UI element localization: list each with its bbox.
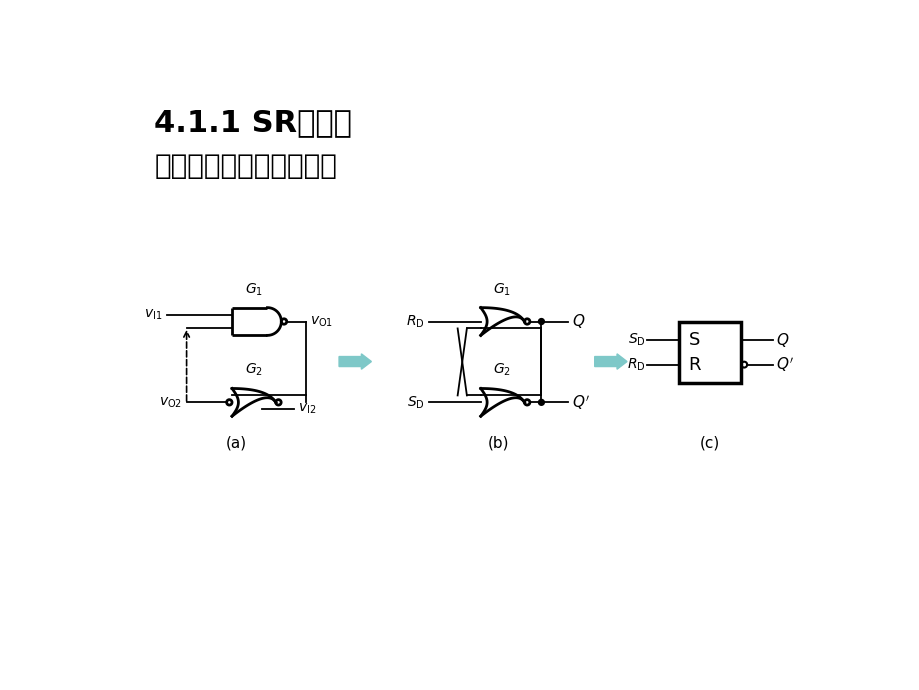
Bar	[678, 322, 740, 383]
Text: R: R	[688, 355, 700, 373]
Text: $v_{\rm O1}$: $v_{\rm O1}$	[310, 315, 333, 328]
Text: (a): (a)	[226, 435, 247, 451]
Text: 4.1.1 SR锁存器: 4.1.1 SR锁存器	[154, 108, 352, 137]
Text: 一、电路结构与工作原理: 一、电路结构与工作原理	[154, 152, 336, 180]
Text: $v_{\rm I2}$: $v_{\rm I2}$	[298, 402, 316, 417]
Text: G$_1$: G$_1$	[493, 282, 511, 297]
Text: $Q$: $Q$	[572, 313, 585, 331]
Text: $R_{\rm D}$: $R_{\rm D}$	[405, 313, 424, 330]
Text: $Q$: $Q$	[775, 331, 789, 349]
Text: G$_2$: G$_2$	[493, 362, 511, 379]
Text: G$_1$: G$_1$	[244, 282, 263, 297]
Text: $S_{\rm D}$: $S_{\rm D}$	[627, 332, 645, 348]
Circle shape	[538, 319, 544, 324]
Text: $Q'$: $Q'$	[572, 393, 589, 412]
Text: $v_{\rm I1}$: $v_{\rm I1}$	[144, 307, 163, 322]
Text: (c): (c)	[699, 435, 720, 451]
Text: $R_{\rm D}$: $R_{\rm D}$	[626, 357, 645, 373]
Text: S: S	[688, 331, 699, 349]
Text: $Q'$: $Q'$	[775, 355, 793, 374]
Text: $v_{\rm O2}$: $v_{\rm O2}$	[159, 395, 182, 410]
FancyArrow shape	[339, 354, 371, 369]
Text: G$_2$: G$_2$	[244, 362, 262, 379]
Text: $S_{\rm D}$: $S_{\rm D}$	[406, 394, 424, 411]
FancyArrow shape	[594, 354, 627, 369]
Text: (b): (b)	[487, 435, 508, 451]
Circle shape	[538, 400, 544, 405]
